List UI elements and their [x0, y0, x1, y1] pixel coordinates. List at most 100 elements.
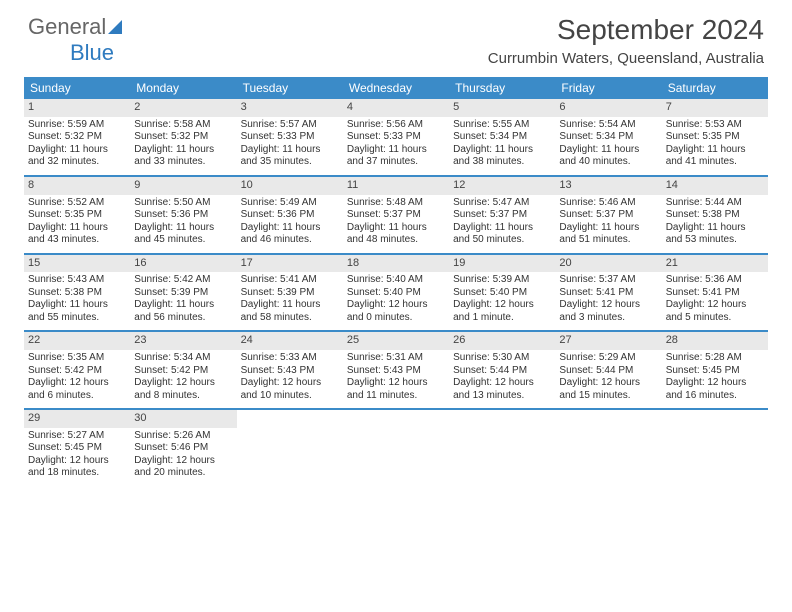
day-number: 26: [449, 332, 555, 350]
sunrise-text: Sunrise: 5:50 AM: [130, 197, 236, 210]
daylight-text: Daylight: 12 hours: [555, 299, 661, 312]
daylight-text: and 58 minutes.: [237, 312, 343, 325]
daylight-text: Daylight: 11 hours: [130, 222, 236, 235]
daylight-text: and 32 minutes.: [24, 156, 130, 169]
sunset-text: Sunset: 5:38 PM: [24, 287, 130, 300]
daylight-text: and 50 minutes.: [449, 234, 555, 247]
day-number: 5: [449, 99, 555, 117]
daylight-text: and 48 minutes.: [343, 234, 449, 247]
logo-text: General Blue: [28, 14, 126, 66]
daylight-text: Daylight: 12 hours: [343, 299, 449, 312]
sunrise-text: Sunrise: 5:31 AM: [343, 352, 449, 365]
weekday-header-row: SundayMondayTuesdayWednesdayThursdayFrid…: [24, 77, 768, 99]
sunset-text: Sunset: 5:43 PM: [343, 365, 449, 378]
day-cell: 12Sunrise: 5:47 AMSunset: 5:37 PMDayligh…: [449, 177, 555, 253]
day-cell: 22Sunrise: 5:35 AMSunset: 5:42 PMDayligh…: [24, 332, 130, 408]
sunrise-text: Sunrise: 5:37 AM: [555, 274, 661, 287]
sunrise-text: Sunrise: 5:53 AM: [662, 119, 768, 132]
week-row: 15Sunrise: 5:43 AMSunset: 5:38 PMDayligh…: [24, 253, 768, 331]
day-cell: 11Sunrise: 5:48 AMSunset: 5:37 PMDayligh…: [343, 177, 449, 253]
day-cell: 8Sunrise: 5:52 AMSunset: 5:35 PMDaylight…: [24, 177, 130, 253]
sunrise-text: Sunrise: 5:34 AM: [130, 352, 236, 365]
daylight-text: and 33 minutes.: [130, 156, 236, 169]
daylight-text: Daylight: 11 hours: [237, 222, 343, 235]
daylight-text: Daylight: 12 hours: [449, 377, 555, 390]
title-block: September 2024 Currumbin Waters, Queensl…: [488, 14, 764, 67]
logo: General Blue: [28, 14, 126, 66]
daylight-text: and 13 minutes.: [449, 390, 555, 403]
sunset-text: Sunset: 5:44 PM: [555, 365, 661, 378]
daylight-text: and 6 minutes.: [24, 390, 130, 403]
daylight-text: Daylight: 11 hours: [449, 144, 555, 157]
day-number: 1: [24, 99, 130, 117]
sunset-text: Sunset: 5:39 PM: [130, 287, 236, 300]
sunrise-text: Sunrise: 5:33 AM: [237, 352, 343, 365]
day-cell: 16Sunrise: 5:42 AMSunset: 5:39 PMDayligh…: [130, 255, 236, 331]
day-number: 19: [449, 255, 555, 273]
daylight-text: Daylight: 11 hours: [662, 144, 768, 157]
day-number: 25: [343, 332, 449, 350]
daylight-text: and 0 minutes.: [343, 312, 449, 325]
sunrise-text: Sunrise: 5:57 AM: [237, 119, 343, 132]
weekday-header: Sunday: [24, 77, 130, 99]
day-cell: 19Sunrise: 5:39 AMSunset: 5:40 PMDayligh…: [449, 255, 555, 331]
calendar: SundayMondayTuesdayWednesdayThursdayFrid…: [24, 77, 768, 486]
day-cell: 15Sunrise: 5:43 AMSunset: 5:38 PMDayligh…: [24, 255, 130, 331]
daylight-text: and 43 minutes.: [24, 234, 130, 247]
daylight-text: Daylight: 11 hours: [555, 144, 661, 157]
sunset-text: Sunset: 5:46 PM: [130, 442, 236, 455]
week-row: 29Sunrise: 5:27 AMSunset: 5:45 PMDayligh…: [24, 408, 768, 486]
sunset-text: Sunset: 5:44 PM: [449, 365, 555, 378]
daylight-text: and 16 minutes.: [662, 390, 768, 403]
sunset-text: Sunset: 5:34 PM: [555, 131, 661, 144]
day-number: 22: [24, 332, 130, 350]
sunrise-text: Sunrise: 5:54 AM: [555, 119, 661, 132]
day-number: 18: [343, 255, 449, 273]
daylight-text: and 56 minutes.: [130, 312, 236, 325]
sunrise-text: Sunrise: 5:30 AM: [449, 352, 555, 365]
daylight-text: and 51 minutes.: [555, 234, 661, 247]
daylight-text: Daylight: 12 hours: [130, 455, 236, 468]
day-number: 14: [662, 177, 768, 195]
weekday-header: Monday: [130, 77, 236, 99]
day-number: 11: [343, 177, 449, 195]
sunrise-text: Sunrise: 5:48 AM: [343, 197, 449, 210]
day-number: 29: [24, 410, 130, 428]
day-cell: 25Sunrise: 5:31 AMSunset: 5:43 PMDayligh…: [343, 332, 449, 408]
daylight-text: and 41 minutes.: [662, 156, 768, 169]
weekday-header: Tuesday: [237, 77, 343, 99]
day-number: 20: [555, 255, 661, 273]
day-number: 3: [237, 99, 343, 117]
daylight-text: Daylight: 12 hours: [24, 377, 130, 390]
daylight-text: and 55 minutes.: [24, 312, 130, 325]
daylight-text: and 20 minutes.: [130, 467, 236, 480]
day-cell: [449, 410, 555, 486]
day-number: 27: [555, 332, 661, 350]
location-label: Currumbin Waters, Queensland, Australia: [488, 50, 764, 67]
daylight-text: and 53 minutes.: [662, 234, 768, 247]
day-number: 2: [130, 99, 236, 117]
sunset-text: Sunset: 5:36 PM: [237, 209, 343, 222]
sunrise-text: Sunrise: 5:44 AM: [662, 197, 768, 210]
day-number: 9: [130, 177, 236, 195]
day-cell: [237, 410, 343, 486]
day-number: 4: [343, 99, 449, 117]
day-cell: [662, 410, 768, 486]
daylight-text: Daylight: 11 hours: [343, 144, 449, 157]
day-number: 24: [237, 332, 343, 350]
day-number: 6: [555, 99, 661, 117]
day-cell: 1Sunrise: 5:59 AMSunset: 5:32 PMDaylight…: [24, 99, 130, 175]
day-cell: 27Sunrise: 5:29 AMSunset: 5:44 PMDayligh…: [555, 332, 661, 408]
weekday-header: Thursday: [449, 77, 555, 99]
sunrise-text: Sunrise: 5:40 AM: [343, 274, 449, 287]
sunset-text: Sunset: 5:35 PM: [24, 209, 130, 222]
daylight-text: Daylight: 12 hours: [662, 299, 768, 312]
sunrise-text: Sunrise: 5:46 AM: [555, 197, 661, 210]
sunrise-text: Sunrise: 5:52 AM: [24, 197, 130, 210]
sunrise-text: Sunrise: 5:49 AM: [237, 197, 343, 210]
daylight-text: and 45 minutes.: [130, 234, 236, 247]
day-cell: 7Sunrise: 5:53 AMSunset: 5:35 PMDaylight…: [662, 99, 768, 175]
sunrise-text: Sunrise: 5:58 AM: [130, 119, 236, 132]
week-row: 1Sunrise: 5:59 AMSunset: 5:32 PMDaylight…: [24, 99, 768, 175]
sunrise-text: Sunrise: 5:28 AM: [662, 352, 768, 365]
